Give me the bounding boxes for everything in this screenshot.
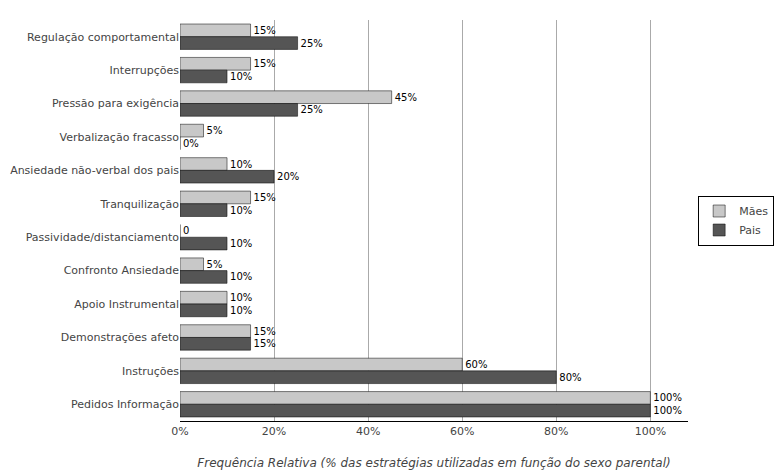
svg-text:45%: 45% xyxy=(395,92,417,103)
svg-text:10%: 10% xyxy=(230,305,252,316)
svg-text:0: 0 xyxy=(183,225,189,236)
svg-text:Ansiedade não-verbal dos pais: Ansiedade não-verbal dos pais xyxy=(10,164,179,177)
svg-text:15%: 15% xyxy=(254,338,276,349)
svg-text:5%: 5% xyxy=(207,125,223,136)
svg-text:15%: 15% xyxy=(254,25,276,36)
svg-text:20%: 20% xyxy=(262,425,286,438)
svg-text:40%: 40% xyxy=(356,425,380,438)
svg-text:Regulação comportamental: Regulação comportamental xyxy=(27,31,179,44)
svg-text:100%: 100% xyxy=(635,425,666,438)
svg-text:15%: 15% xyxy=(254,326,276,337)
svg-text:Interrupções: Interrupções xyxy=(110,64,180,77)
svg-text:60%: 60% xyxy=(450,425,474,438)
svg-text:25%: 25% xyxy=(301,38,323,49)
svg-text:25%: 25% xyxy=(301,104,323,115)
svg-text:0%: 0% xyxy=(183,138,199,149)
svg-text:15%: 15% xyxy=(254,58,276,69)
svg-text:Confronto Ansiedade: Confronto Ansiedade xyxy=(64,264,180,277)
svg-text:5%: 5% xyxy=(207,259,223,270)
svg-text:10%: 10% xyxy=(230,238,252,249)
svg-text:Frequência Relativa (% das est: Frequência Relativa (% das estratégias u… xyxy=(197,456,670,470)
svg-text:20%: 20% xyxy=(277,171,299,182)
svg-text:Demonstrações afeto: Demonstrações afeto xyxy=(61,331,179,344)
svg-text:15%: 15% xyxy=(254,192,276,203)
svg-text:80%: 80% xyxy=(544,425,568,438)
svg-text:10%: 10% xyxy=(230,292,252,303)
svg-text:100%: 100% xyxy=(653,392,682,403)
svg-text:10%: 10% xyxy=(230,71,252,82)
svg-text:Instruções: Instruções xyxy=(122,365,179,378)
svg-text:10%: 10% xyxy=(230,159,252,170)
svg-text:10%: 10% xyxy=(230,205,252,216)
svg-text:80%: 80% xyxy=(559,372,581,383)
svg-text:Pressão para exigência: Pressão para exigência xyxy=(52,97,179,110)
svg-text:10%: 10% xyxy=(230,271,252,282)
svg-text:Pedidos Informação: Pedidos Informação xyxy=(71,398,179,411)
svg-text:Tranquilização: Tranquilização xyxy=(100,198,180,211)
svg-text:100%: 100% xyxy=(653,405,682,416)
svg-text:0%: 0% xyxy=(171,425,188,438)
svg-text:Mães: Mães xyxy=(739,205,768,218)
svg-text:Verbalização fracasso: Verbalização fracasso xyxy=(60,131,180,144)
svg-text:60%: 60% xyxy=(465,359,487,370)
svg-text:Apoio Instrumental: Apoio Instrumental xyxy=(74,298,179,311)
svg-text:Passividade/distanciamento: Passividade/distanciamento xyxy=(26,231,180,244)
svg-text:Pais: Pais xyxy=(739,224,761,237)
